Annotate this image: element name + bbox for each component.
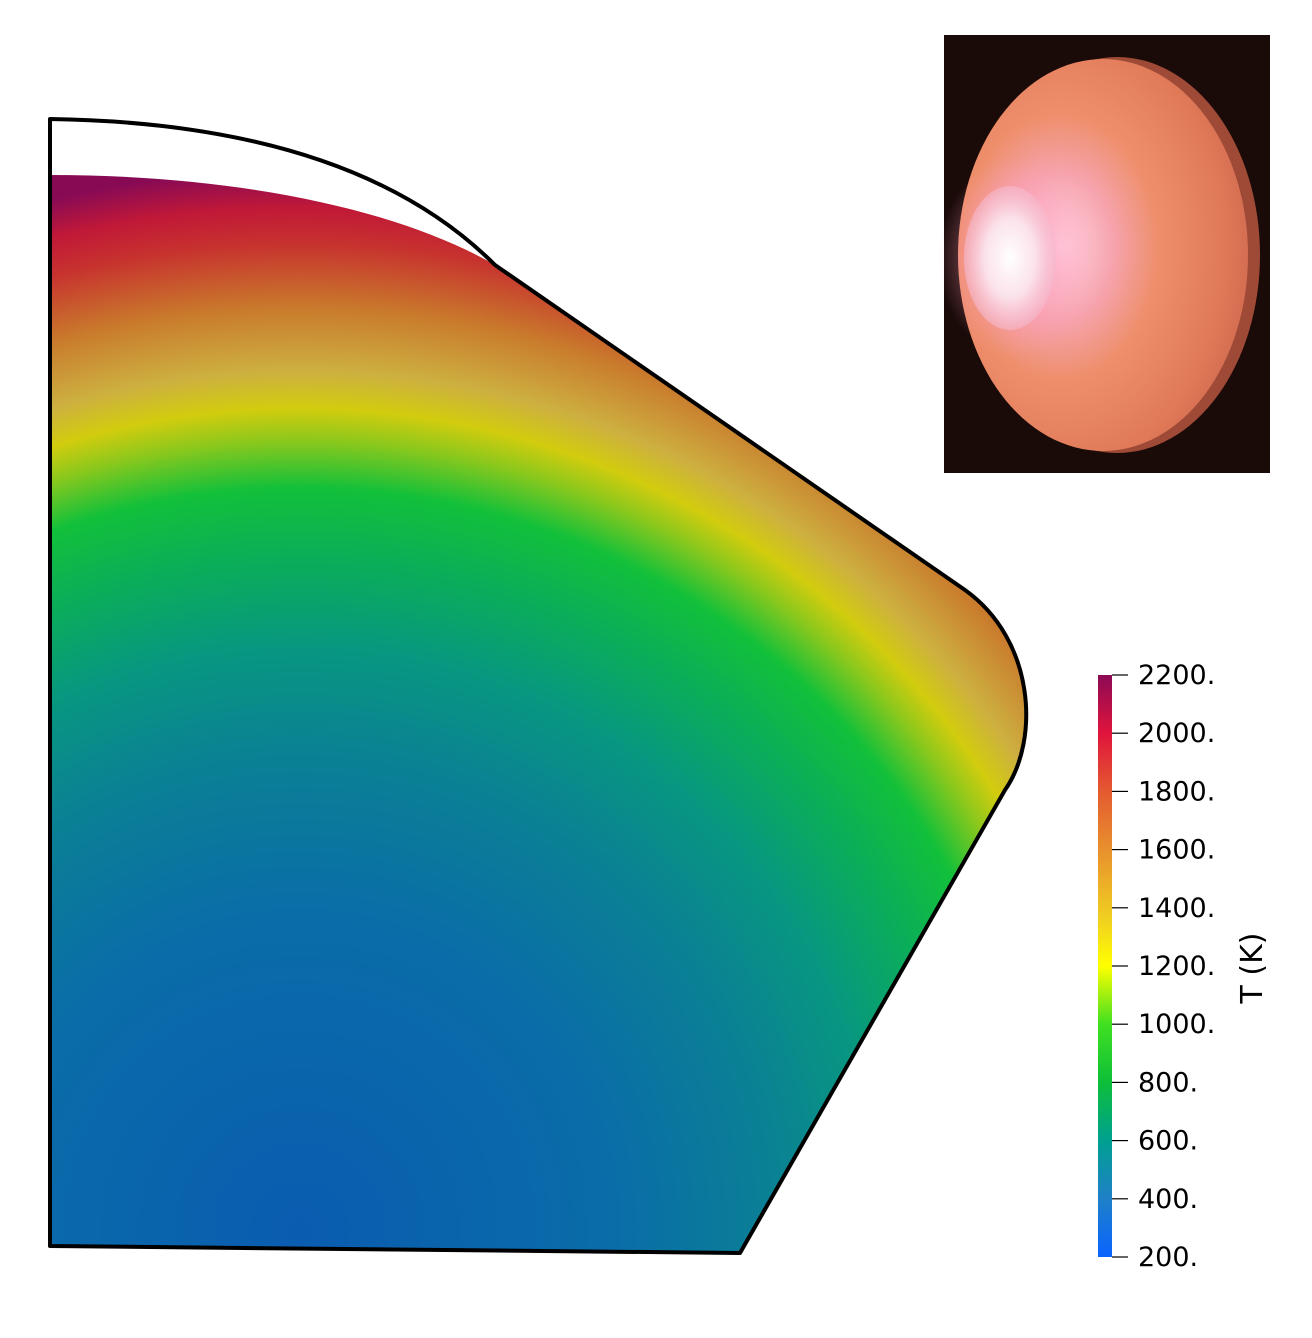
colorbar-tick-label: 600. [1138, 1126, 1198, 1157]
colorbar-tick-label: 1000. [1138, 1009, 1215, 1040]
colorbar-tick-label: 1800. [1138, 776, 1215, 807]
colorbar-tick-label: 400. [1138, 1184, 1198, 1215]
geometry-outline [48, 117, 1029, 1255]
colorbar-tick-label: 1200. [1138, 951, 1215, 982]
colorbar-tick-label: 800. [1138, 1067, 1198, 1098]
colorbar-ticks: 2200. 2000. 1800. 1600. 1400. 1200. 1000. 800. 6… [1112, 660, 1215, 1273]
colorbar-tick-label: 1600. [1138, 835, 1215, 866]
colorbar-tick-label: 1400. [1138, 893, 1215, 924]
inset-photo [938, 35, 1270, 473]
colorbar: 2200. 2000. 1800. 1600. 1400. 1200. 1000. 800. 6… [1098, 660, 1270, 1273]
colorbar-gradient [1098, 675, 1112, 1257]
hot-spot [964, 186, 1056, 330]
colorbar-title: T (K) [1235, 933, 1270, 1005]
colorbar-tick-label: 200. [1138, 1242, 1198, 1273]
colorbar-tick-label: 2000. [1138, 718, 1215, 749]
colorbar-tick-label: 2200. [1138, 660, 1215, 691]
